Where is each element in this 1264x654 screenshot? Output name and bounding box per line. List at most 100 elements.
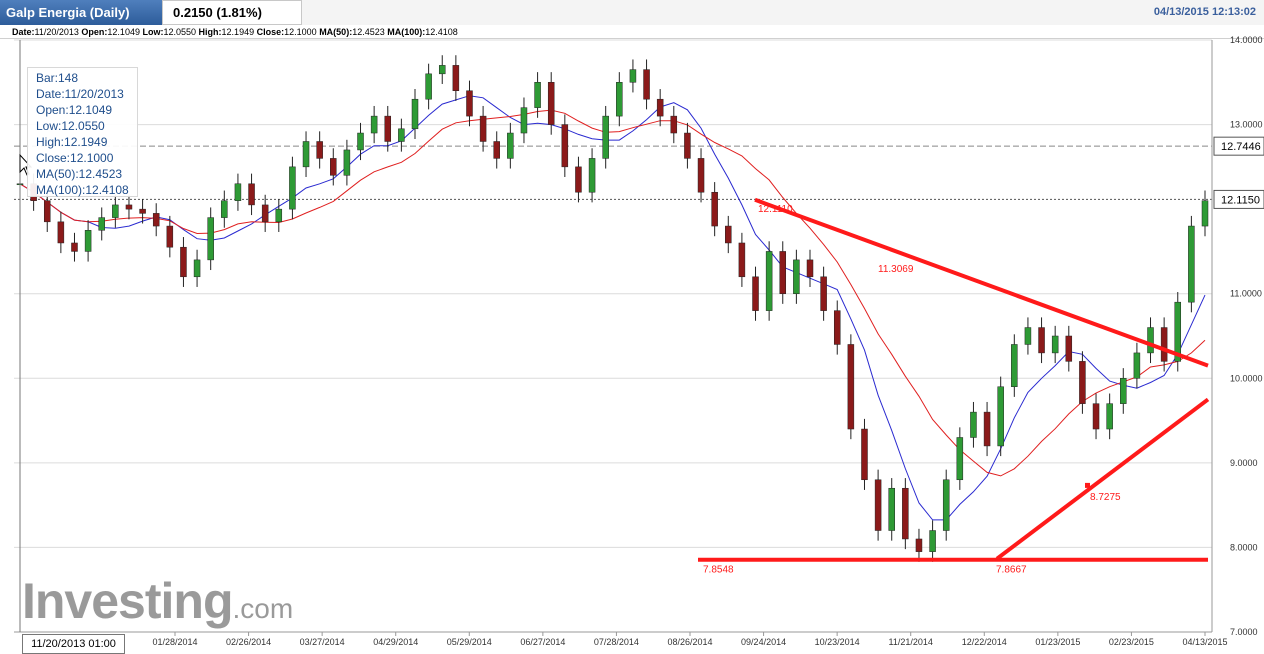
x-tick-label: 02/23/2015 — [1109, 637, 1154, 647]
candle-body — [1065, 335, 1073, 362]
candle-body — [479, 115, 487, 142]
tooltip-bar: Bar:148 — [36, 71, 79, 85]
x-tick-label: 04/13/2015 — [1182, 637, 1227, 647]
x-tick-label: 07/28/2014 — [594, 637, 639, 647]
candle-body — [398, 128, 405, 142]
candle-body — [738, 242, 746, 278]
tooltip-date: Date:11/20/2013 — [36, 87, 124, 101]
y-tick-label: 9.0000 — [1230, 458, 1258, 468]
candle-body — [629, 69, 637, 83]
candle-body — [656, 98, 664, 117]
price-change: 0.2150 (1.81%) — [162, 0, 302, 25]
trend-annotation: 12.1110 — [758, 204, 793, 215]
price-box-label: 12.1150 — [1221, 194, 1260, 206]
candle-body — [357, 132, 364, 151]
candle-body — [493, 141, 500, 159]
candle-body — [152, 213, 160, 227]
candle-body — [602, 115, 609, 159]
chart-title[interactable]: Galp Energia (Daily) — [0, 0, 162, 25]
y-tick-label: 10.0000 — [1230, 373, 1263, 383]
candle-body — [1133, 352, 1141, 379]
candle-body — [411, 98, 419, 130]
candle-body — [806, 259, 814, 278]
candle-body — [221, 200, 228, 218]
x-tick-label: 10/23/2014 — [815, 637, 860, 647]
candle-body — [1147, 327, 1154, 354]
x-tick-label: 05/29/2014 — [447, 637, 492, 647]
info-low: 12.0550 — [163, 27, 197, 37]
candle-body — [616, 82, 623, 117]
timestamp: 04/13/2015 12:13:02 — [1153, 6, 1256, 18]
trend-midpoint-marker — [1085, 482, 1090, 488]
candle-body — [942, 479, 950, 531]
candle-body — [1092, 403, 1100, 430]
candle-body — [261, 204, 269, 223]
y-tick-label: 7.0000 — [1230, 627, 1258, 637]
candle-body — [1051, 335, 1059, 354]
y-tick-label: 13.0000 — [1230, 120, 1263, 130]
price-box-label: 12.7446 — [1221, 141, 1261, 153]
candle-body — [983, 411, 991, 447]
info-date: 11/20/2013 — [34, 27, 79, 37]
candlesticks — [16, 55, 1209, 562]
x-tick-label: 01/28/2014 — [152, 637, 197, 647]
investing-logo: Investing.com — [22, 572, 293, 630]
price-box — [1213, 189, 1264, 209]
x-tick-label: 09/24/2014 — [741, 637, 786, 647]
candle-body — [997, 386, 1004, 447]
logo-text: Investing — [22, 573, 233, 629]
y-axis: 14.0000 13.0000 11.0000 10.0000 9.0000 8.0000… — [1211, 35, 1264, 637]
candle-body — [779, 251, 787, 294]
candle-body — [1174, 301, 1182, 362]
candle-body — [98, 217, 105, 231]
candle-body — [684, 132, 691, 159]
x-tick-label: 11/21/2014 — [889, 637, 933, 647]
candle-body — [316, 141, 323, 159]
info-low-label: Low: — [142, 27, 164, 37]
candle-body — [1120, 378, 1127, 404]
candle-body — [302, 141, 310, 168]
candle-body — [507, 132, 514, 159]
candle-body — [57, 221, 65, 244]
candle-body — [643, 69, 650, 100]
y-tick-label: 14.0000 — [1230, 35, 1263, 45]
trend-annotation: 7.8667 — [996, 565, 1027, 576]
candle-body — [929, 530, 936, 552]
candle-body — [1160, 327, 1168, 362]
candle-body — [765, 251, 773, 311]
x-tick-label: 01/23/2015 — [1035, 637, 1080, 647]
candle-body — [112, 204, 119, 218]
info-high-label: High: — [198, 27, 222, 37]
candle-body — [275, 208, 283, 223]
candle-body — [847, 344, 855, 430]
resistance-trendline — [754, 197, 1209, 368]
candle-body — [193, 259, 201, 278]
x-tick-label: 04/29/2014 — [373, 637, 418, 647]
candle-body — [752, 276, 759, 311]
candle-body — [833, 310, 841, 345]
candle-body — [234, 183, 242, 201]
x-tick-label: 08/26/2014 — [667, 637, 712, 647]
candle-body — [452, 65, 460, 91]
candle-body — [125, 204, 133, 210]
candle-body — [588, 158, 596, 193]
candle-body — [725, 225, 732, 244]
ma50-line — [19, 95, 1206, 521]
candle-body — [384, 115, 392, 142]
candle-body — [438, 65, 446, 75]
candle-body — [711, 191, 718, 227]
candle-body — [902, 487, 909, 540]
candle-body — [534, 82, 541, 108]
candle-body — [1106, 403, 1113, 430]
candle-body — [970, 411, 977, 438]
x-axis: 01/28/2014 02/26/2014 03/27/2014 04/29/2014… — [14, 631, 1228, 647]
candle-body — [956, 437, 964, 481]
info-close-label: Close: — [256, 27, 285, 37]
ohlc-info-bar: Date:11/20/2013 Open:12.1049 Low:12.0550… — [0, 25, 1264, 39]
ma100-line — [19, 109, 1206, 477]
candle-body — [1024, 327, 1032, 345]
x-tick-label: 12/22/2014 — [962, 637, 1007, 647]
info-high: 12.1949 — [221, 27, 255, 37]
candle-body — [820, 276, 827, 311]
